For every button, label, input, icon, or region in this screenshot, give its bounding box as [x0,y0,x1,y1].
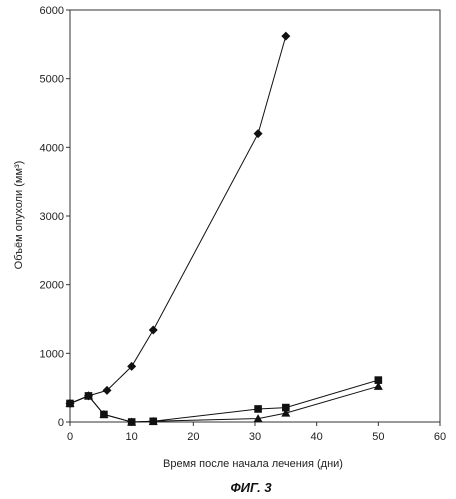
series-line-diamond [70,36,286,403]
y-tick-label: 5000 [40,74,64,86]
figure-caption: ФИГ. 3 [230,480,272,495]
data-point-diamond [281,32,290,41]
y-tick-label: 3000 [40,211,64,223]
y-tick-label: 4000 [40,142,64,154]
x-tick-label: 50 [372,431,384,443]
x-tick-label: 30 [249,431,261,443]
plot-area-frame [70,10,440,422]
x-tick-label: 20 [187,431,199,443]
plot-frame [70,10,440,422]
y-tick-label: 0 [58,417,64,429]
y-tick-label: 1000 [40,348,64,360]
series-line-triangle [70,386,378,422]
series-markers [66,32,383,426]
series-line-square [70,380,378,422]
x-tick-label: 0 [67,431,73,443]
x-tick-label: 10 [126,431,138,443]
data-point-diamond [254,129,263,138]
x-axis-title: Время после начала лечения (дни) [163,458,343,470]
y-tick-label: 2000 [40,280,64,292]
x-tick-label: 40 [311,431,323,443]
x-tick-label: 60 [434,431,446,443]
data-point-diamond [149,325,158,334]
y-axis-title: Объём опухоли (мм³) [13,161,25,270]
data-point-square [254,405,262,413]
y-tick-label: 6000 [40,5,64,17]
series-lines [70,36,378,422]
axis-ticks: 0 1000 2000 3000 4000 5000 6000 0 10 20 30 40 50 60 [40,5,447,443]
